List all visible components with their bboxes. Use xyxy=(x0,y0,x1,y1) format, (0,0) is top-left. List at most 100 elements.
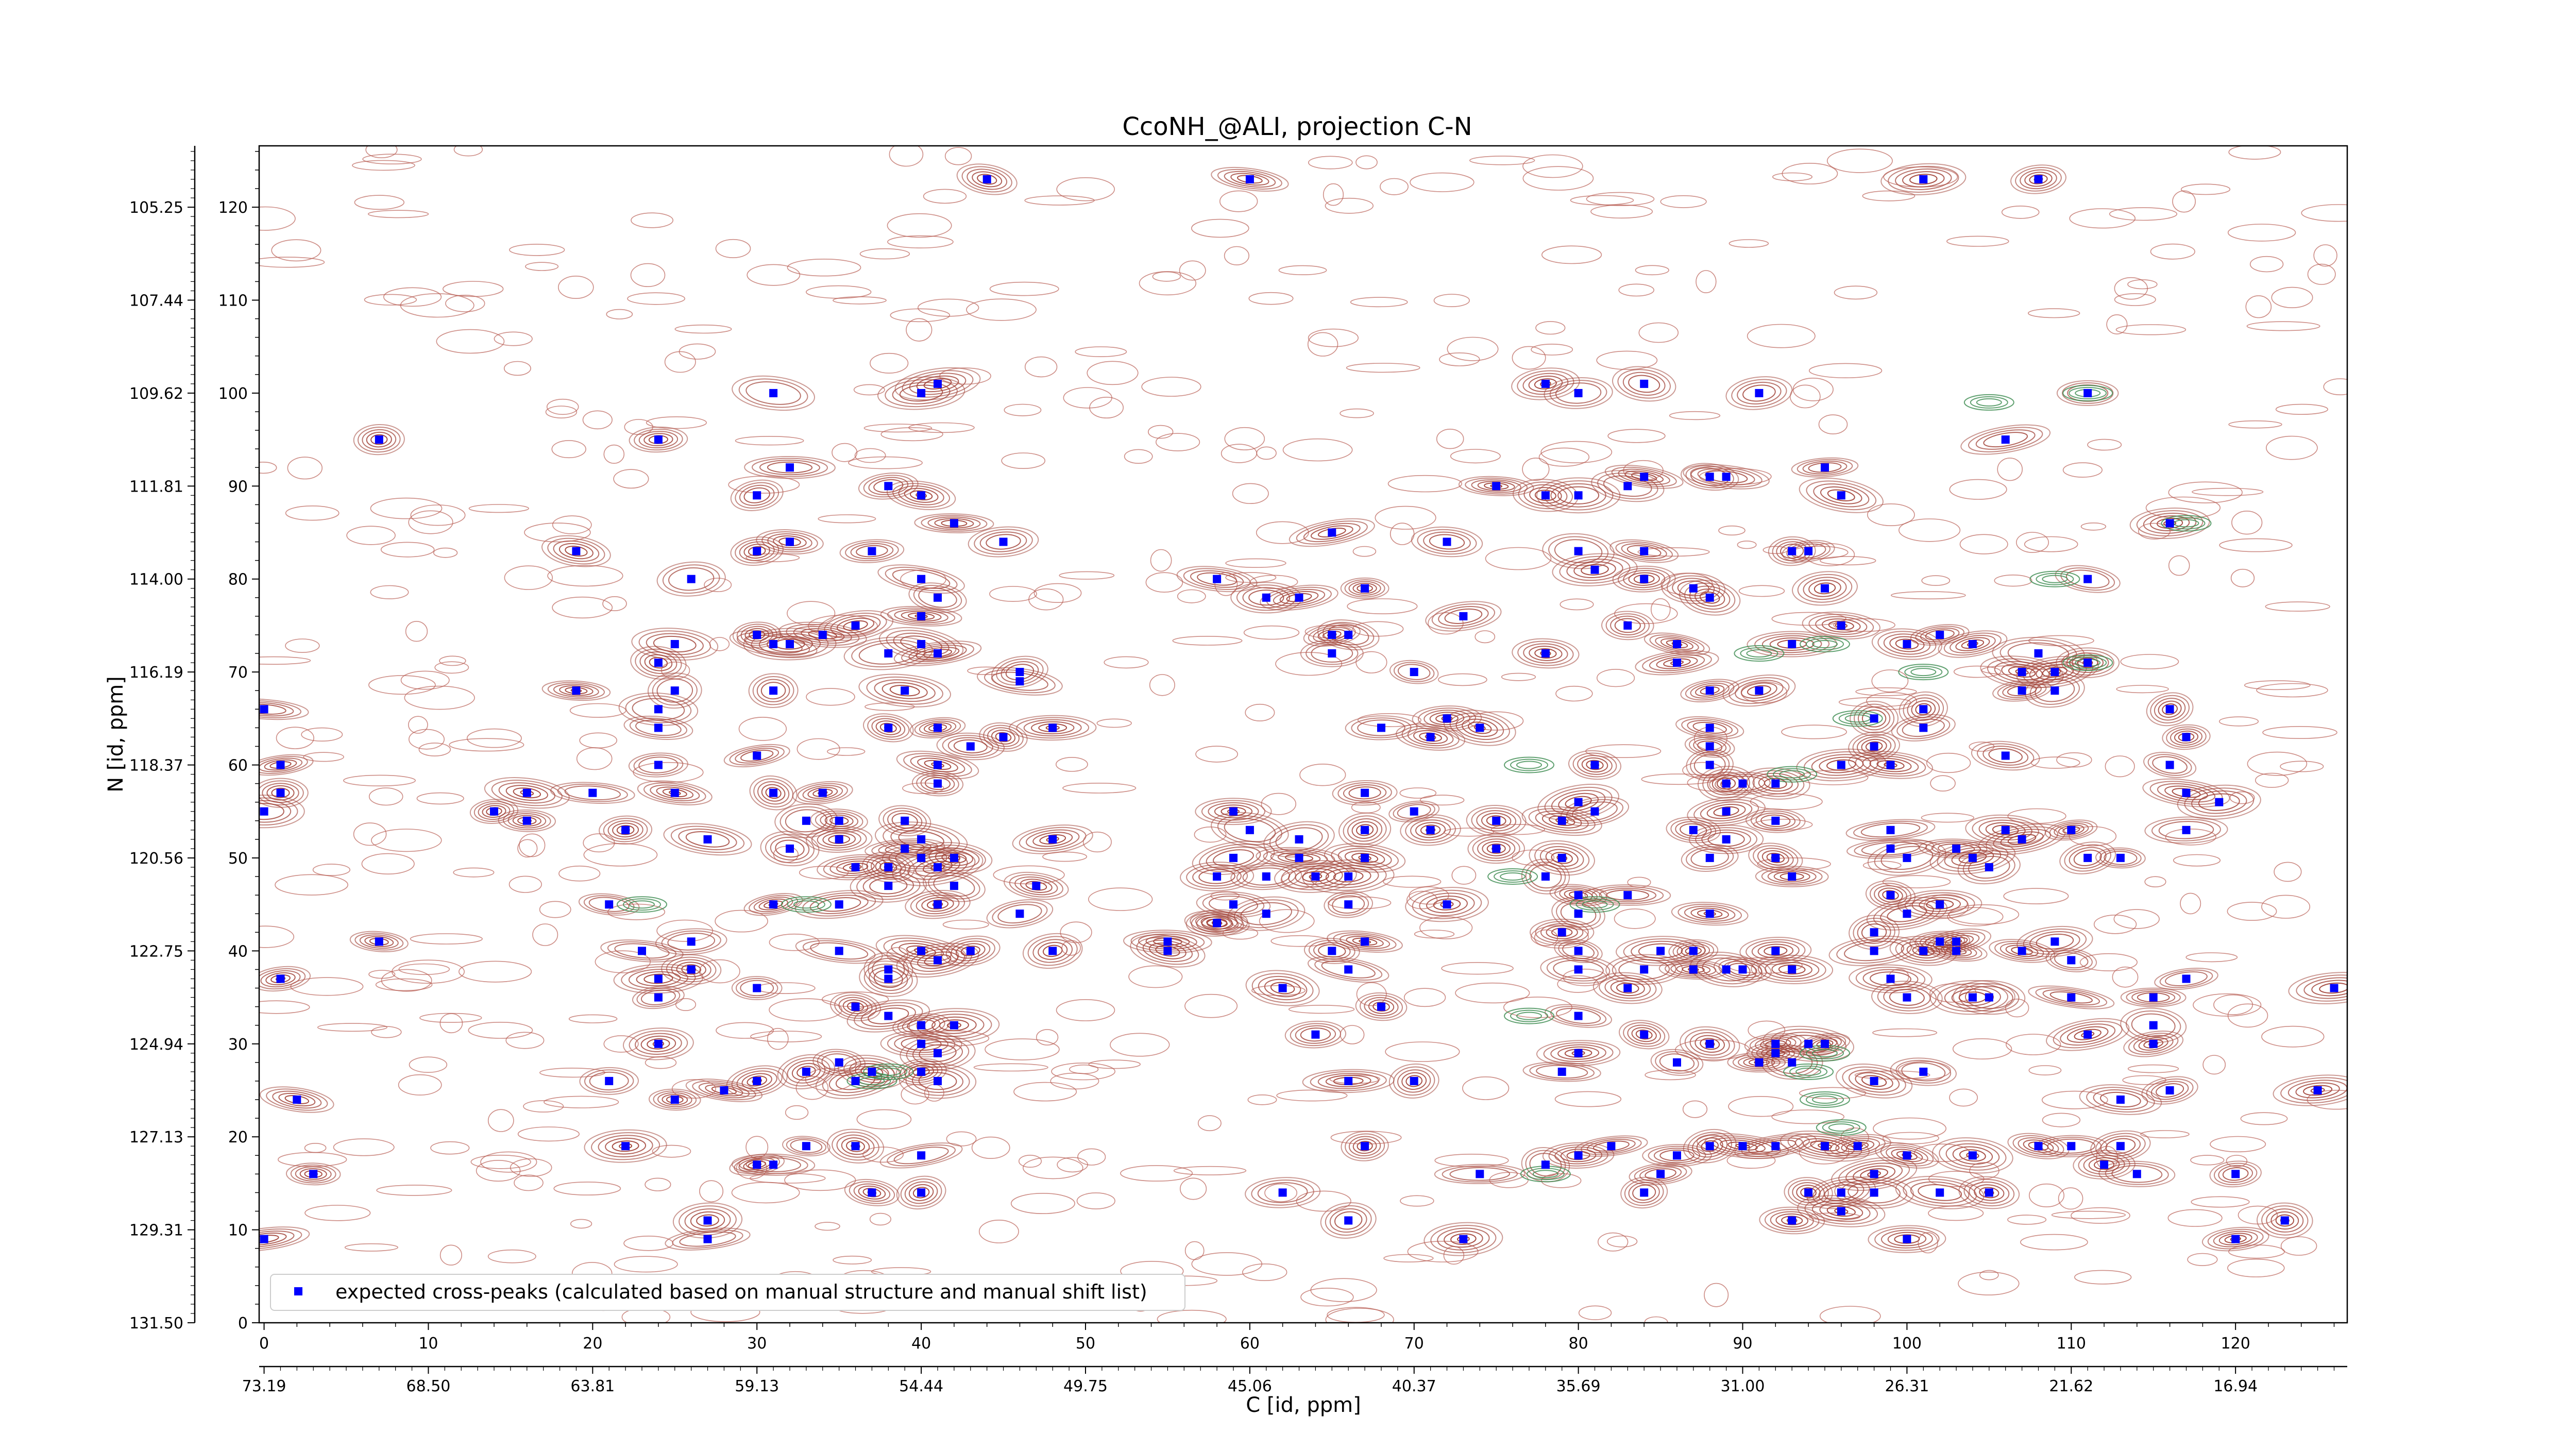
contour-ring xyxy=(765,787,782,799)
cross-peak-point xyxy=(654,974,663,983)
contour-ring xyxy=(1938,843,1975,854)
contour-ring xyxy=(2131,990,2176,1004)
cross-peak-point xyxy=(1771,779,1780,788)
noise-contour xyxy=(2087,439,2122,451)
noise-contour xyxy=(1443,828,1494,837)
contour-ring xyxy=(541,680,611,701)
contour-ring xyxy=(1550,1044,1606,1063)
cross-peak-point xyxy=(2116,1096,2125,1104)
contour-ring xyxy=(1471,479,1521,493)
cross-peak-point xyxy=(1590,761,1599,769)
cross-peak-point xyxy=(670,1096,679,1104)
noise-contour xyxy=(1563,968,1607,986)
contour-ring xyxy=(869,877,908,895)
noise-contour xyxy=(624,419,653,435)
contour-ring xyxy=(679,1205,737,1236)
contour-ring xyxy=(1612,956,1676,983)
cross-peak-point xyxy=(818,631,827,639)
contour-ring xyxy=(2198,793,2240,811)
contour-ring xyxy=(902,370,974,398)
contour-ring xyxy=(877,564,965,594)
noise-contour xyxy=(1866,692,1917,710)
legend-box xyxy=(270,1274,1185,1311)
noise-contour xyxy=(453,867,495,878)
noise-contour xyxy=(362,154,422,165)
contour-ring xyxy=(1411,526,1483,558)
noise-contour xyxy=(2120,654,2179,669)
contour-ring xyxy=(1814,582,1836,595)
noise-contour xyxy=(796,738,840,760)
contour-ring xyxy=(259,800,292,823)
contour-ring xyxy=(1681,945,1706,957)
noise-contour xyxy=(371,1026,402,1038)
x-ppm-tick-label: 21.62 xyxy=(2049,1377,2093,1395)
cross-peak-point xyxy=(1623,621,1632,630)
contour-ring xyxy=(914,513,994,533)
noise-contour xyxy=(487,1249,536,1263)
noise-contour xyxy=(2262,726,2337,739)
contour-ring xyxy=(2045,948,2097,972)
contour-ring xyxy=(2105,1162,2169,1185)
noise-contour xyxy=(2115,324,2187,335)
contour-ring xyxy=(1295,868,1336,885)
contour-ring xyxy=(558,543,594,560)
contour-ring xyxy=(1800,1187,1817,1198)
cross-peak-point xyxy=(1361,937,1369,946)
noise-contour xyxy=(1462,1076,1510,1100)
noise-contour xyxy=(1061,940,1081,956)
contour-ring xyxy=(285,1162,341,1186)
contour-ring xyxy=(1824,1184,1859,1201)
cross-peak-point xyxy=(687,937,696,946)
contour-ring xyxy=(1648,1145,1706,1165)
contour-ring xyxy=(2000,831,2044,848)
noise-contour xyxy=(890,308,951,323)
cross-peak-point xyxy=(753,751,761,760)
cross-peak-point xyxy=(1936,631,1944,639)
contour-ring xyxy=(858,1185,886,1200)
negative-contour xyxy=(2029,570,2080,587)
contour-ring xyxy=(1551,852,1573,864)
noise-contour xyxy=(1570,195,1634,206)
contour-ring xyxy=(1397,1069,1431,1093)
contour-ring xyxy=(607,820,643,840)
cross-peak-point xyxy=(934,649,942,658)
contour-ring xyxy=(1604,977,1651,999)
contour-ring xyxy=(1788,1180,1829,1206)
contour-ring xyxy=(1186,864,1248,889)
cross-peak-point xyxy=(1656,1170,1665,1178)
noise-contour xyxy=(1110,1033,1170,1057)
y-axis-ppm: 131.50129.31127.13124.94122.75120.56118.… xyxy=(129,151,195,1333)
noise-contour xyxy=(603,444,625,464)
contour-ring xyxy=(685,1079,763,1102)
cross-peak-point xyxy=(2149,1039,2158,1048)
noise-contour xyxy=(627,292,685,305)
noise-contour xyxy=(442,281,504,297)
cross-peak-point xyxy=(1870,742,1878,751)
contour-ring xyxy=(1472,836,1520,862)
noise-contour xyxy=(2227,1003,2268,1028)
contour-ring xyxy=(1739,937,1812,965)
contour-ring xyxy=(945,938,995,964)
cross-peak-point xyxy=(293,1096,301,1104)
noise-contour xyxy=(2074,1270,2132,1285)
noise-contour xyxy=(1890,591,1966,600)
noise-contour xyxy=(1056,177,1115,201)
contour-ring xyxy=(1486,815,1506,827)
contour-ring xyxy=(935,850,973,866)
noise-contour xyxy=(2190,1155,2225,1166)
contour-ring xyxy=(1919,838,1994,859)
noise-contour xyxy=(1490,824,1545,835)
x-tick-label: 20 xyxy=(583,1335,602,1353)
contour-ring xyxy=(1615,541,1673,561)
noise-contour xyxy=(2024,536,2078,552)
noise-contour xyxy=(1439,352,1480,366)
cross-peak-point xyxy=(2083,575,2092,583)
noise-contour xyxy=(2051,1210,2126,1219)
contour-ring xyxy=(826,1128,885,1164)
contour-ring xyxy=(896,1175,946,1210)
contour-ring xyxy=(1331,845,1399,870)
contour-ring xyxy=(1622,372,1666,396)
contour-ring xyxy=(1642,1144,1712,1167)
contour-ring xyxy=(1849,964,1933,993)
noise-contour xyxy=(2138,523,2171,540)
